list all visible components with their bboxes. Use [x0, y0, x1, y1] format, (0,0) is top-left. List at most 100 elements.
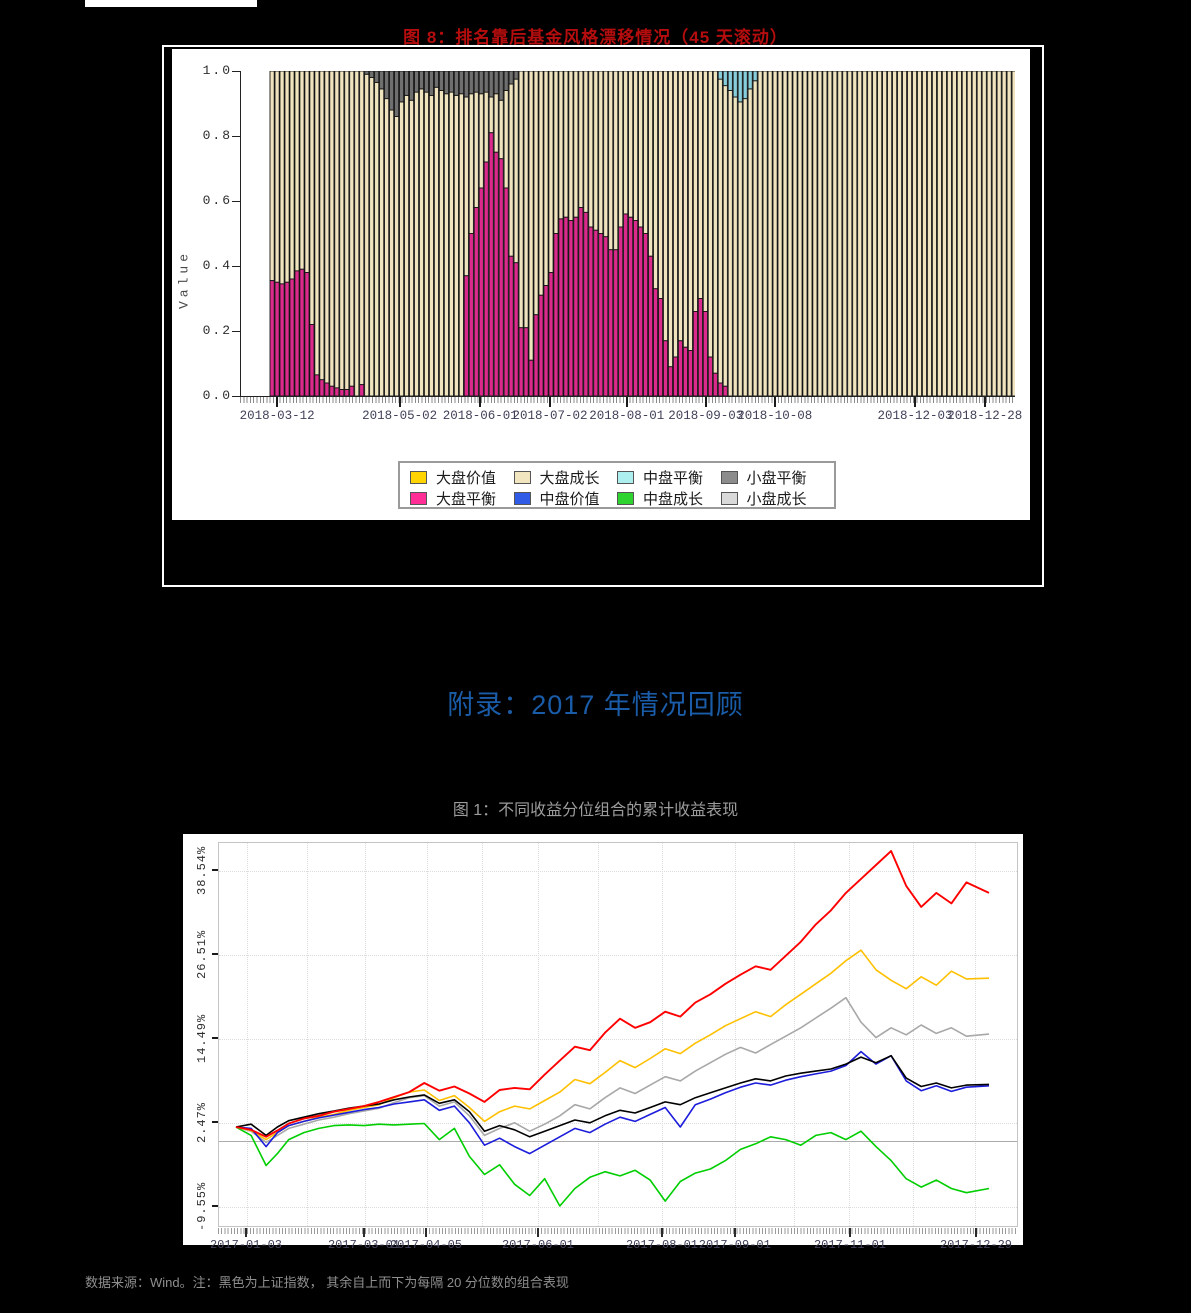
- x-tick-label: 2018-10-08: [737, 409, 813, 423]
- bar-segment: [677, 71, 684, 342]
- bar-segment: [961, 71, 967, 396]
- bar-segment: [538, 71, 544, 296]
- bar-segment: [528, 359, 534, 396]
- y-tick-label: 0.4: [202, 258, 232, 273]
- bar-segment: [374, 81, 380, 396]
- figure8-bars-svg: [269, 71, 1015, 396]
- bar-segment: [638, 71, 644, 228]
- bar-segment: [822, 71, 828, 396]
- bar-segment: [872, 71, 878, 396]
- bar-segment: [408, 99, 415, 396]
- gridline-horizontal: [219, 871, 1017, 872]
- source-note: 数据来源：Wind。注：黑色为上证指数， 其余自上而下为每隔 20 分位数的组合…: [85, 1275, 569, 1290]
- bar-segment: [603, 236, 609, 396]
- legend-label: 大盘成长: [539, 470, 600, 487]
- x-tick-label: 2017-08-01: [625, 1238, 698, 1252]
- bar-segment: [359, 71, 365, 386]
- bar-segment: [498, 71, 504, 101]
- bar-segment: [314, 374, 320, 396]
- x-tick-mark: [363, 1228, 365, 1237]
- figure1-title: 图 1：不同收益分位组合的累计收益表现: [452, 802, 739, 819]
- x-tick-label: 2018-09-03: [668, 409, 744, 423]
- bar-segment: [628, 71, 634, 218]
- y-tick-mark: [232, 331, 240, 332]
- x-tick-mark: [661, 1228, 663, 1237]
- bar-segment: [747, 71, 753, 90]
- bar-segment: [423, 91, 430, 396]
- figure1-plot-area: [218, 842, 1018, 1227]
- bar-segment: [528, 71, 534, 361]
- bar-segment: [359, 384, 365, 396]
- bar-segment: [623, 213, 629, 396]
- x-tick-label: 2018-08-01: [589, 409, 665, 423]
- bar-segment: [543, 71, 549, 286]
- y-tick-label: 0.6: [202, 193, 232, 208]
- figure1-panel: 38.54% 26.51% 14.49% 2.47% -9.55% 2017-01-03…: [183, 834, 1023, 1252]
- bar-segment: [667, 71, 674, 368]
- bar-segment: [448, 71, 454, 93]
- legend-item: 大盘成长: [513, 467, 618, 488]
- bar-segment: [717, 382, 723, 396]
- bar-segment: [433, 86, 439, 396]
- bar-segment: [299, 268, 305, 396]
- bar-segment: [274, 71, 280, 283]
- bar-segment: [314, 71, 320, 376]
- bar-segment: [404, 94, 410, 396]
- bar-segment: [867, 71, 873, 396]
- bar-segment: [558, 218, 564, 396]
- bar-segment: [707, 71, 713, 358]
- bar-segment: [478, 93, 484, 189]
- bar-segment: [503, 71, 509, 91]
- legend-label: 大盘价值: [436, 470, 497, 487]
- bar-segment: [453, 71, 459, 96]
- bar-segment: [468, 71, 474, 95]
- legend-swatch: [720, 492, 738, 505]
- bar-segment: [911, 71, 918, 396]
- bar-segment: [334, 71, 340, 389]
- bar-segment: [996, 71, 1002, 396]
- bar-segment: [852, 71, 858, 396]
- bar-segment: [473, 91, 479, 208]
- bar-segment: [473, 71, 479, 93]
- gridline-vertical: [538, 843, 540, 1226]
- bar-segment: [633, 71, 639, 221]
- series-yellow-line: [235, 949, 990, 1141]
- bar-segment: [309, 324, 315, 396]
- legend-swatch: [410, 471, 427, 484]
- bar-segment: [697, 298, 703, 396]
- bar-segment: [787, 71, 793, 396]
- bar-segment: [623, 71, 629, 215]
- bar-segment: [827, 71, 833, 396]
- bar-segment: [503, 187, 509, 396]
- bar-segment: [478, 71, 484, 95]
- gridline-vertical: [793, 843, 795, 1226]
- bar-segment: [842, 71, 848, 396]
- bar-segment: [568, 220, 574, 396]
- bar-segment: [284, 281, 290, 396]
- bar-segment: [329, 71, 335, 387]
- bar-segment: [862, 71, 868, 396]
- bar-segment: [902, 71, 908, 396]
- legend-swatch: [513, 471, 531, 484]
- x-tick-mark: [625, 397, 628, 407]
- y-tick-mark: [212, 1204, 218, 1207]
- bar-segment: [339, 389, 345, 396]
- bar-segment: [553, 233, 559, 396]
- x-tick-mark: [704, 397, 707, 407]
- bar-segment: [593, 229, 599, 396]
- bar-segment: [533, 71, 539, 316]
- bar-segment: [583, 71, 589, 213]
- bar-segment: [638, 226, 644, 396]
- bar-segment: [672, 356, 679, 396]
- bar-segment: [613, 71, 619, 251]
- bar-segment: [707, 356, 713, 396]
- bar-segment: [548, 272, 554, 396]
- bar-segment: [702, 71, 708, 312]
- bar-segment: [832, 71, 838, 396]
- gridline-vertical: [306, 843, 308, 1226]
- bar-segment: [648, 71, 654, 257]
- bar-segment: [941, 71, 947, 396]
- bar-segment: [762, 71, 768, 396]
- bar-segment: [413, 91, 420, 396]
- figure8-frame: Value 1.0 0.8 0.6 0.4 0.2 0.0 2018-03-12 2018-…: [162, 45, 1044, 587]
